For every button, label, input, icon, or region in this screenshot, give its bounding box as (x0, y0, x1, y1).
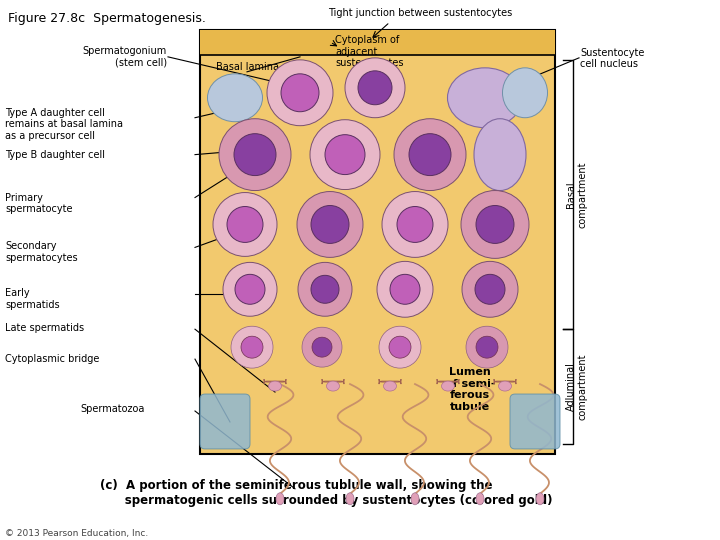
Text: Cytoplasmic bridge: Cytoplasmic bridge (5, 354, 99, 364)
Text: Lumen
of semi-
ferous
tubule: Lumen of semi- ferous tubule (445, 367, 495, 412)
Ellipse shape (474, 119, 526, 191)
Ellipse shape (498, 381, 511, 391)
Text: (c)  A portion of the seminiferous tublule wall, showing the: (c) A portion of the seminiferous tublul… (100, 479, 492, 492)
Circle shape (297, 192, 363, 258)
Ellipse shape (384, 381, 397, 391)
Circle shape (312, 337, 332, 357)
Text: spermatogenic cells surrounded by sustentocytes (colored gold): spermatogenic cells surrounded by susten… (100, 494, 552, 507)
Text: © 2013 Pearson Education, Inc.: © 2013 Pearson Education, Inc. (5, 529, 148, 538)
Ellipse shape (269, 381, 282, 391)
Ellipse shape (503, 68, 547, 118)
Circle shape (382, 192, 448, 258)
Ellipse shape (411, 493, 419, 505)
Text: Secondary
spermatocytes: Secondary spermatocytes (5, 241, 78, 263)
Text: Adluminal
compartment: Adluminal compartment (566, 353, 588, 420)
Text: Type A daughter cell
remains at basal lamina
as a precursor cell: Type A daughter cell remains at basal la… (5, 108, 123, 141)
Circle shape (461, 191, 529, 258)
FancyBboxPatch shape (264, 379, 286, 384)
FancyBboxPatch shape (437, 379, 459, 384)
Text: Late spermatids: Late spermatids (5, 323, 84, 333)
FancyBboxPatch shape (322, 379, 344, 384)
Circle shape (241, 336, 263, 358)
Circle shape (227, 206, 263, 242)
Text: Early
spermatids: Early spermatids (5, 288, 60, 310)
Circle shape (325, 134, 365, 174)
Circle shape (358, 71, 392, 105)
Bar (200, 30, 555, 55)
Circle shape (476, 336, 498, 358)
Bar (200, 30, 555, 454)
Text: Sustentocyte
cell nucleus: Sustentocyte cell nucleus (580, 48, 644, 70)
Circle shape (281, 74, 319, 112)
Ellipse shape (536, 493, 544, 505)
Circle shape (345, 58, 405, 118)
Circle shape (310, 120, 380, 190)
Ellipse shape (326, 381, 340, 391)
Circle shape (311, 206, 349, 244)
FancyBboxPatch shape (494, 379, 516, 384)
Circle shape (234, 134, 276, 176)
Circle shape (267, 60, 333, 126)
Text: Spermatogonium
(stem cell): Spermatogonium (stem cell) (83, 46, 167, 68)
Circle shape (219, 119, 291, 191)
Text: Basal
compartment: Basal compartment (566, 161, 588, 228)
Text: Tight junction between sustentocytes: Tight junction between sustentocytes (328, 8, 512, 18)
Text: Spermatozoa: Spermatozoa (80, 404, 145, 414)
FancyBboxPatch shape (200, 394, 250, 449)
Circle shape (462, 261, 518, 317)
Ellipse shape (441, 381, 454, 391)
Text: Cytoplasm of
adjacent
sustentocytes: Cytoplasm of adjacent sustentocytes (335, 35, 403, 68)
Ellipse shape (276, 493, 284, 505)
Text: Figure 27.8c  Spermatogenesis.: Figure 27.8c Spermatogenesis. (8, 12, 206, 25)
Circle shape (302, 327, 342, 367)
Circle shape (223, 262, 277, 316)
Text: Primary
spermatocyte: Primary spermatocyte (5, 193, 73, 214)
FancyBboxPatch shape (510, 394, 560, 449)
Circle shape (475, 274, 505, 304)
Circle shape (298, 262, 352, 316)
FancyBboxPatch shape (379, 379, 401, 384)
Circle shape (394, 119, 466, 191)
Circle shape (231, 326, 273, 368)
Circle shape (311, 275, 339, 303)
Circle shape (379, 326, 421, 368)
Circle shape (466, 326, 508, 368)
Circle shape (389, 336, 411, 358)
Circle shape (213, 193, 277, 256)
Ellipse shape (207, 74, 263, 122)
Circle shape (377, 261, 433, 317)
Ellipse shape (448, 68, 523, 127)
Ellipse shape (346, 493, 354, 505)
Circle shape (476, 206, 514, 244)
Circle shape (397, 206, 433, 242)
Text: Basal lamina: Basal lamina (215, 62, 279, 72)
Circle shape (390, 274, 420, 304)
Circle shape (409, 134, 451, 176)
Circle shape (235, 274, 265, 304)
Ellipse shape (476, 493, 484, 505)
Text: Type B daughter cell: Type B daughter cell (5, 150, 105, 160)
